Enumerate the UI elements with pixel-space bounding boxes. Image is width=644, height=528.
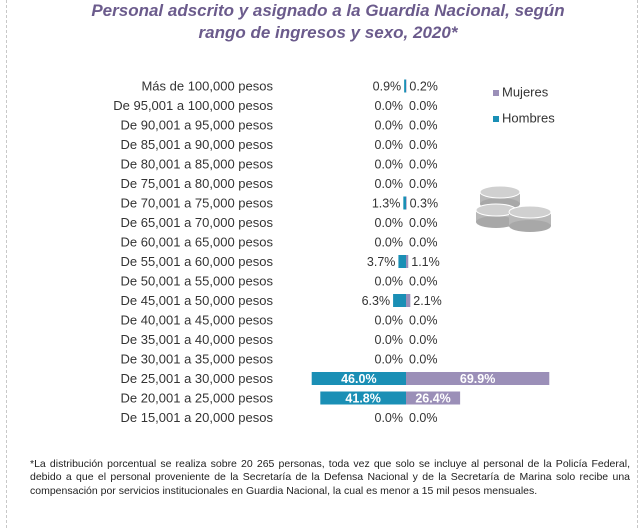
value-label-hombres: 0.0% bbox=[375, 177, 404, 191]
legend-label: Mujeres bbox=[502, 85, 549, 100]
chart-title: Personal adscrito y asignado a la Guardi… bbox=[40, 0, 616, 44]
category-label: De 70,001 a 75,000 pesos bbox=[120, 196, 273, 211]
value-label-mujeres: 0.0% bbox=[409, 236, 438, 250]
category-label: De 25,001 a 30,000 pesos bbox=[120, 371, 273, 386]
category-label: Más de 100,000 pesos bbox=[141, 79, 273, 94]
value-label-mujeres: 0.0% bbox=[409, 177, 438, 191]
category-label: De 45,001 a 50,000 pesos bbox=[120, 293, 273, 308]
footnote: *La distribución porcentual se realiza s… bbox=[30, 458, 630, 497]
value-label-hombres: 0.0% bbox=[375, 99, 404, 113]
value-label-mujeres: 0.0% bbox=[409, 99, 438, 113]
value-label-mujeres: 0.0% bbox=[409, 333, 438, 347]
value-label-hombres: 41.8% bbox=[345, 392, 380, 406]
value-label-hombres: 0.0% bbox=[375, 138, 404, 152]
diverging-bar-chart: Más de 100,000 pesos De 95,001 a 100,000 … bbox=[113, 79, 555, 426]
category-label: De 95,001 a 100,000 pesos bbox=[113, 98, 273, 113]
legend: Mujeres Hombres bbox=[493, 85, 555, 126]
bar-mujeres bbox=[406, 196, 407, 210]
bar-mujeres bbox=[406, 294, 411, 307]
chart-title-line-2: rango de ingresos y sexo, 2020* bbox=[198, 23, 458, 42]
category-label: De 35,001 a 40,000 pesos bbox=[120, 332, 273, 347]
chart-title-line-1: Personal adscrito y asignado a la Guardi… bbox=[91, 1, 565, 20]
legend-swatch bbox=[493, 116, 499, 122]
category-label: De 80,001 a 85,000 pesos bbox=[120, 157, 273, 172]
value-label-hombres: 0.0% bbox=[375, 119, 404, 133]
value-label-mujeres: 2.1% bbox=[413, 294, 442, 308]
category-label: De 65,001 a 70,000 pesos bbox=[120, 215, 273, 230]
value-label-mujeres: 0.0% bbox=[409, 138, 438, 152]
bar-hombres bbox=[398, 255, 406, 268]
value-label-hombres: 0.0% bbox=[375, 158, 404, 172]
value-label-hombres: 6.3% bbox=[362, 294, 391, 308]
category-label: De 20,001 a 25,000 pesos bbox=[120, 391, 273, 406]
category-label: De 50,001 a 55,000 pesos bbox=[120, 274, 273, 289]
frame-left-border bbox=[6, 0, 7, 528]
value-label-hombres: 46.0% bbox=[341, 372, 376, 386]
value-label-mujeres: 0.0% bbox=[409, 216, 438, 230]
category-labels: Más de 100,000 pesos De 95,001 a 100,000 … bbox=[113, 79, 273, 426]
bar-mujeres bbox=[406, 255, 409, 268]
category-label: De 40,001 a 45,000 pesos bbox=[120, 313, 273, 328]
bar-hombres bbox=[393, 294, 406, 307]
value-label-hombres: 0.0% bbox=[375, 314, 404, 328]
category-label: De 75,001 a 80,000 pesos bbox=[120, 176, 273, 191]
value-label-mujeres: 69.9% bbox=[460, 372, 495, 386]
bar-hombres bbox=[311, 372, 406, 385]
value-label-mujeres: 0.0% bbox=[409, 353, 438, 367]
value-label-mujeres: 0.0% bbox=[409, 314, 438, 328]
category-label: De 55,001 a 60,000 pesos bbox=[120, 254, 273, 269]
bar-mujeres bbox=[406, 372, 550, 385]
value-label-hombres: 0.0% bbox=[375, 353, 404, 367]
bar-hombres bbox=[403, 196, 406, 210]
value-label-hombres: 0.0% bbox=[375, 236, 404, 250]
category-label: De 30,001 a 35,000 pesos bbox=[120, 352, 273, 367]
bar-mujeres bbox=[406, 391, 461, 405]
value-label-mujeres: 0.0% bbox=[409, 158, 438, 172]
legend-swatch bbox=[493, 90, 499, 96]
category-label: De 90,001 a 95,000 pesos bbox=[120, 118, 273, 133]
value-label-mujeres: 26.4% bbox=[415, 392, 450, 406]
bar-hombres bbox=[404, 79, 406, 93]
frame-right-border bbox=[637, 0, 638, 528]
value-label-hombres: 1.3% bbox=[372, 197, 401, 211]
value-label-mujeres: 0.3% bbox=[410, 197, 439, 211]
bar-hombres bbox=[320, 391, 406, 405]
value-label-hombres: 3.7% bbox=[367, 255, 396, 269]
value-label-hombres: 0.0% bbox=[375, 275, 404, 289]
coins-icon bbox=[475, 185, 552, 232]
legend-label: Hombres bbox=[502, 111, 555, 126]
value-label-mujeres: 0.2% bbox=[409, 80, 438, 94]
value-label-hombres: 0.0% bbox=[375, 333, 404, 347]
value-label-mujeres: 1.1% bbox=[411, 255, 440, 269]
value-label-mujeres: 0.0% bbox=[409, 119, 438, 133]
value-label-hombres: 0.0% bbox=[375, 411, 404, 425]
bars bbox=[311, 79, 550, 405]
category-label: De 85,001 a 90,000 pesos bbox=[120, 137, 273, 152]
value-label-hombres: 0.0% bbox=[375, 216, 404, 230]
value-label-mujeres: 0.0% bbox=[409, 411, 438, 425]
category-label: De 60,001 a 65,000 pesos bbox=[120, 235, 273, 250]
category-label: De 15,001 a 20,000 pesos bbox=[120, 410, 273, 425]
value-label-mujeres: 0.0% bbox=[409, 275, 438, 289]
value-labels: 0.9% 0.2% 0.0% 0.0% 0.0% 0.0% 0.0% 0.0% 0.0% 0.0%… bbox=[341, 80, 495, 426]
value-label-hombres: 0.9% bbox=[373, 80, 402, 94]
